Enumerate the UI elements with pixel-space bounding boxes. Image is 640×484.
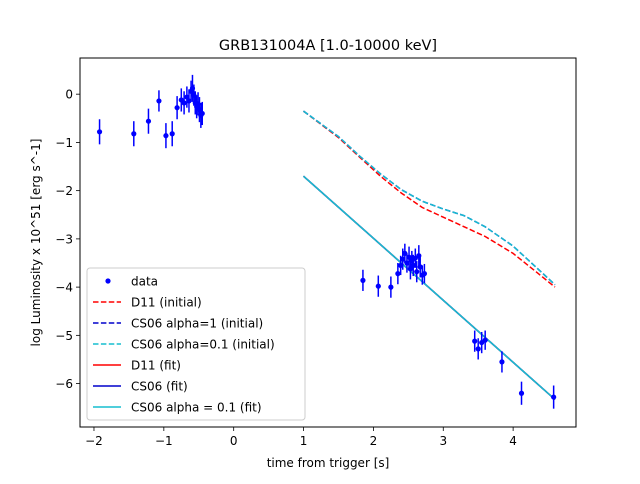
data-point [395, 271, 401, 277]
legend-label: CS06 (fit) [131, 380, 188, 394]
data-point [499, 359, 505, 365]
legend-label: D11 (initial) [131, 296, 202, 310]
data-point [518, 390, 525, 396]
data-point [375, 283, 381, 289]
x-tick-label: −1 [155, 434, 173, 448]
plot-frame [79, 57, 577, 428]
y-axis-label: log Luminosity x 10^51 [erg s^-1] [29, 139, 43, 347]
data-point [163, 133, 169, 139]
data-point [186, 98, 192, 104]
data-point [184, 94, 190, 100]
y-tick-label: 0 [65, 88, 73, 102]
data-point [388, 284, 394, 290]
axis-ticks: −2 −1 0 1 2 3 4 −6 −5 −4 −3 −2 −1 0 [55, 88, 517, 448]
data-point [414, 269, 420, 275]
data-point [404, 260, 410, 266]
data-marks [96, 74, 557, 409]
legend-marker-data [105, 278, 111, 284]
data-point [400, 256, 406, 262]
data-point [181, 100, 187, 106]
legend-label: CS06 alpha = 0.1 (fit) [131, 401, 262, 415]
legend-label: D11 (fit) [131, 359, 181, 373]
chart-title: GRB131004A [1.0-10000 keV] [219, 38, 437, 54]
data-point [410, 262, 416, 269]
series-line-5 [303, 175, 556, 401]
data-point [199, 110, 205, 117]
y-tick-label: −3 [55, 232, 73, 246]
data-point [551, 394, 557, 400]
x-tick-label: 2 [370, 434, 378, 448]
data-point [475, 346, 481, 352]
legend-box [86, 267, 306, 421]
data-point [174, 105, 180, 111]
series-line-2 [303, 110, 556, 286]
data-point [421, 271, 428, 277]
legend-label: CS06 alpha=0.1 (initial) [131, 338, 275, 352]
x-tick-label: 3 [439, 434, 447, 448]
data-point [472, 338, 478, 344]
data-point [156, 98, 162, 104]
data-point [482, 337, 488, 343]
x-tick-label: −2 [85, 434, 103, 448]
legend: data D11 (initial) CS06 alpha=1 (initial) C… [86, 267, 306, 421]
data-point [169, 131, 175, 137]
y-tick-label: −5 [55, 329, 73, 343]
x-tick-label: 1 [300, 434, 308, 448]
data-point [96, 129, 103, 135]
y-tick-label: −1 [55, 136, 73, 150]
x-axis-label: time from trigger [s] [267, 456, 390, 470]
y-tick-label: −6 [55, 377, 73, 391]
legend-label: CS06 alpha=1 (initial) [131, 317, 263, 331]
legend-label: data [131, 275, 158, 289]
data-point [131, 131, 137, 137]
x-tick-label: 4 [509, 434, 517, 448]
x-tick-label: 0 [230, 434, 238, 448]
data-point [417, 264, 423, 270]
y-tick-label: −2 [55, 184, 73, 198]
data-point [360, 277, 366, 283]
data-point [398, 262, 404, 269]
data-point [145, 118, 152, 124]
y-tick-label: −4 [55, 281, 73, 295]
data-point [402, 250, 408, 256]
